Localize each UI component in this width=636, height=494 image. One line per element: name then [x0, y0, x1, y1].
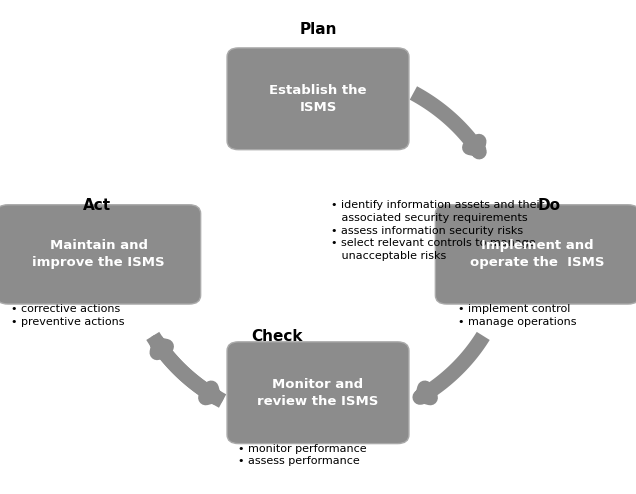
Text: Implement and
operate the  ISMS: Implement and operate the ISMS	[470, 240, 605, 269]
Text: Monitor and
review the ISMS: Monitor and review the ISMS	[258, 378, 378, 408]
Text: • monitor performance
• assess performance: • monitor performance • assess performan…	[238, 444, 367, 466]
Text: Act: Act	[83, 198, 111, 212]
Text: Plan: Plan	[300, 22, 336, 37]
FancyBboxPatch shape	[227, 48, 409, 150]
FancyBboxPatch shape	[227, 342, 409, 444]
Text: Maintain and
improve the ISMS: Maintain and improve the ISMS	[32, 240, 165, 269]
FancyBboxPatch shape	[0, 205, 200, 304]
FancyBboxPatch shape	[435, 205, 636, 304]
Text: Do: Do	[537, 198, 560, 212]
Text: • identify information assets and their
   associated security requirements
• as: • identify information assets and their …	[331, 200, 544, 261]
Text: • implement control
• manage operations: • implement control • manage operations	[458, 304, 576, 327]
Text: Establish the
ISMS: Establish the ISMS	[269, 84, 367, 114]
Text: Check: Check	[251, 329, 302, 343]
Text: • corrective actions
• preventive actions: • corrective actions • preventive action…	[11, 304, 125, 327]
